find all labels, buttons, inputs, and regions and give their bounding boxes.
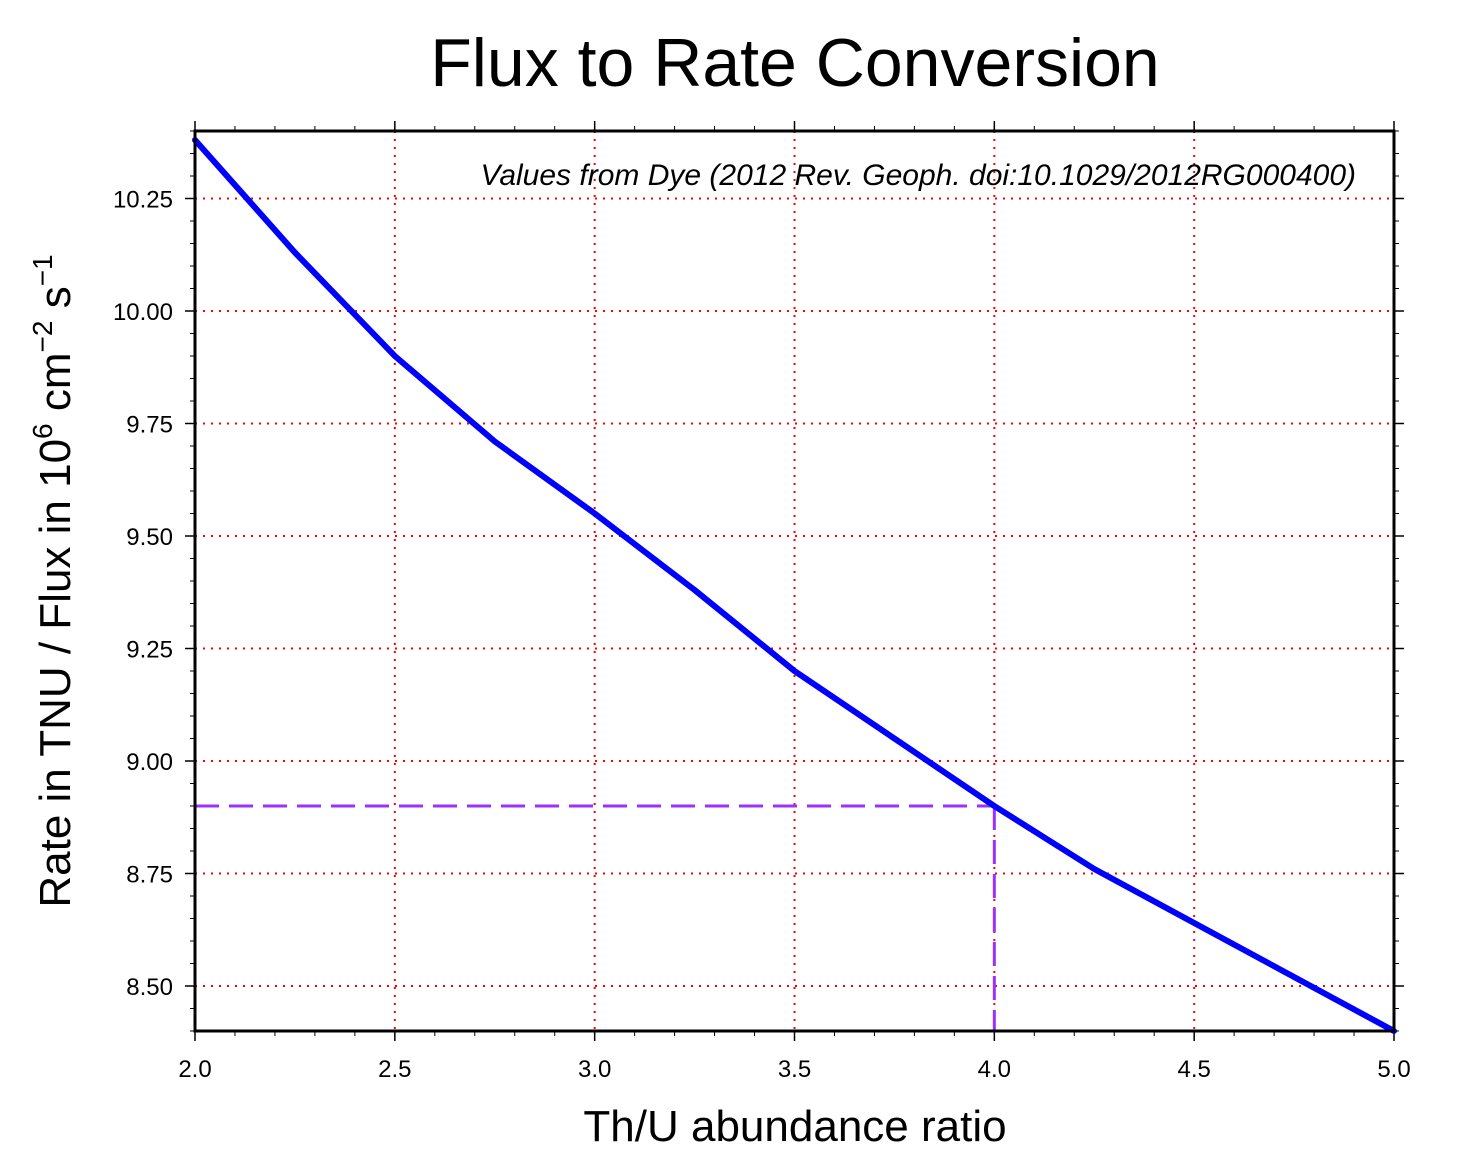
- series-line: [192, 137, 1397, 1034]
- y-tick-label: 8.50: [126, 974, 173, 1001]
- y-tick-label: 10.00: [113, 299, 173, 326]
- y-axis-label-mid2: s: [31, 286, 80, 320]
- y-tick-label: 8.75: [126, 862, 173, 889]
- chart-title: Flux to Rate Conversion: [430, 25, 1159, 101]
- x-tick-label: 4.0: [978, 1056, 1011, 1083]
- x-tick-label: 3.5: [778, 1056, 811, 1083]
- x-tick-label: 2.0: [178, 1056, 211, 1083]
- major-ticks: [185, 121, 1404, 1041]
- y-tick-label: 10.25: [113, 187, 173, 214]
- plot-frame: [193, 129, 1396, 1033]
- y-tick-label: 9.25: [126, 637, 173, 664]
- x-tick-label: 5.0: [1377, 1056, 1410, 1083]
- annotation: Values from Dye (2012 Rev. Geoph. doi:10…: [480, 159, 1356, 192]
- y-axis-label-exp3: −1: [27, 254, 58, 286]
- y-axis-label-mid: cm: [31, 352, 80, 423]
- x-tick-labels: 2.0 2.5 3.0 3.5 4.0 4.5 5.0: [178, 1056, 1410, 1083]
- y-axis-label-prefix: Rate in TNU / Flux in 10: [31, 439, 80, 908]
- y-tick-label: 9.50: [126, 524, 173, 551]
- y-tick-labels: 8.50 8.75 9.00 9.25 9.50 9.75 10.00 10.25: [113, 187, 173, 1002]
- x-axis-label: Th/U abundance ratio: [583, 1102, 1006, 1151]
- y-tick-label: 9.75: [126, 412, 173, 439]
- reference-lines: [195, 804, 996, 1031]
- grid: [195, 131, 1394, 1031]
- series: [192, 137, 1397, 1034]
- x-tick-label: 4.5: [1177, 1056, 1210, 1083]
- y-tick-label: 9.00: [126, 749, 173, 776]
- y-axis-label-exp1: 6: [27, 423, 58, 439]
- x-tick-label: 2.5: [378, 1056, 411, 1083]
- x-tick-label: 3.0: [578, 1056, 611, 1083]
- y-axis-label: Rate in TNU / Flux in 106 cm−2 s−1: [27, 254, 80, 907]
- y-axis-label-exp2: −2: [27, 321, 58, 353]
